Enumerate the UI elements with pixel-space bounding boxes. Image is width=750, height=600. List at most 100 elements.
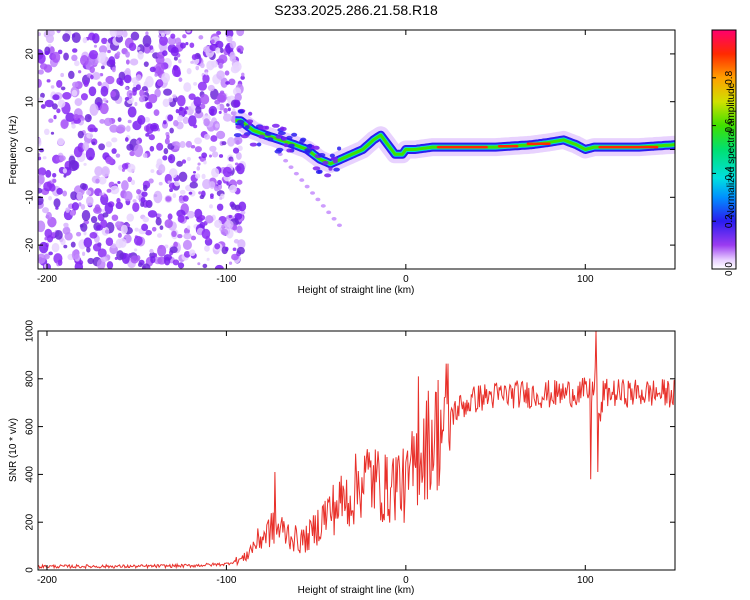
noise-blob [177, 262, 185, 269]
noise-blob [57, 99, 66, 108]
ridge-blob [317, 152, 326, 157]
noise-blob [132, 199, 137, 203]
noise-blob [40, 92, 45, 99]
noise-blob [202, 263, 208, 269]
noise-blob [172, 141, 176, 146]
noise-blob [179, 189, 186, 195]
noise-blob [229, 51, 236, 60]
noise-blob [145, 101, 153, 109]
noise-blob [195, 173, 201, 179]
noise-blob [167, 114, 174, 122]
noise-blob [194, 137, 202, 145]
noise-blob [198, 214, 206, 221]
noise-blob [230, 110, 237, 116]
ridge-blob [291, 132, 298, 137]
x-tick-label: -200 [37, 274, 57, 285]
noise-blob [132, 202, 140, 213]
noise-blob [57, 259, 63, 266]
noise-blob [177, 233, 183, 239]
noise-blob [171, 230, 177, 238]
noise-blob [45, 169, 52, 178]
noise-blob [196, 166, 201, 171]
noise-blob [42, 207, 49, 214]
noise-blob [153, 253, 158, 258]
noise-blob [57, 49, 63, 55]
y-tick-label: 800 [25, 370, 36, 387]
noise-blob [62, 33, 71, 42]
noise-blob [138, 96, 146, 103]
noise-blob [228, 261, 233, 265]
noise-blob [124, 137, 129, 142]
noise-blob [153, 190, 163, 204]
noise-blob [167, 180, 172, 184]
noise-blob [80, 93, 88, 101]
ridge-blob [330, 156, 339, 161]
noise-blob [173, 241, 178, 248]
streak-blob [283, 158, 289, 163]
noise-blob [233, 239, 240, 244]
noise-blob [183, 82, 192, 92]
snr-x-axis: -200 -100 0 100 [37, 331, 594, 586]
noise-blob [71, 89, 78, 97]
ridge-blob [313, 145, 320, 150]
noise-blob [128, 253, 132, 256]
noise-blob [116, 124, 126, 133]
noise-blob [145, 132, 150, 137]
noise-blob [169, 127, 174, 134]
ridge-blob [237, 109, 244, 114]
noise-blob [236, 246, 245, 255]
ridge-blob [328, 166, 333, 171]
noise-blob [52, 94, 60, 101]
noise-blob [216, 104, 221, 110]
noise-blob [186, 67, 192, 75]
noise-blob [125, 125, 131, 132]
noise-blob [169, 246, 178, 254]
noise-blob [173, 56, 178, 61]
noise-blob [80, 203, 86, 210]
noise-blob [143, 61, 149, 67]
noise-blob [222, 113, 232, 122]
noise-blob [71, 123, 76, 129]
x-tick-label: 100 [577, 274, 594, 285]
noise-blob [149, 45, 154, 50]
noise-blob [38, 187, 43, 194]
noise-blob [210, 135, 218, 142]
noise-blob [93, 206, 102, 214]
noise-blob [90, 216, 98, 224]
noise-blob [134, 101, 138, 107]
y-tick-label: 1000 [25, 319, 36, 342]
noise-blob [124, 96, 130, 101]
noise-blob [134, 227, 139, 232]
noise-blob [214, 243, 221, 250]
ridge-blob [281, 126, 287, 131]
noise-blob [189, 181, 198, 189]
noise-blob [156, 213, 162, 218]
noise-blob [53, 114, 57, 120]
noise-blob [81, 117, 86, 121]
noise-blob [111, 148, 117, 154]
noise-blob [210, 88, 219, 100]
noise-blob [56, 108, 61, 114]
noise-blob [173, 119, 179, 127]
noise-blob [157, 79, 164, 87]
noise-blob [52, 172, 57, 178]
noise-blob [150, 255, 156, 264]
noise-blob [97, 248, 107, 258]
noise-blob [224, 246, 229, 252]
noise-blob [182, 239, 192, 250]
noise-blob [214, 219, 222, 229]
noise-blob [189, 249, 196, 257]
noise-blob [39, 63, 48, 70]
streak-blob [288, 165, 294, 169]
noise-blob [158, 30, 168, 35]
noise-blob [44, 99, 54, 108]
noise-blob [73, 113, 79, 121]
noise-blob [178, 171, 188, 182]
noise-blob [167, 36, 177, 46]
noise-blob [126, 223, 131, 227]
noise-blob [133, 144, 144, 158]
noise-blob [160, 32, 165, 38]
noise-blob [71, 54, 78, 62]
noise-blob [38, 152, 41, 156]
